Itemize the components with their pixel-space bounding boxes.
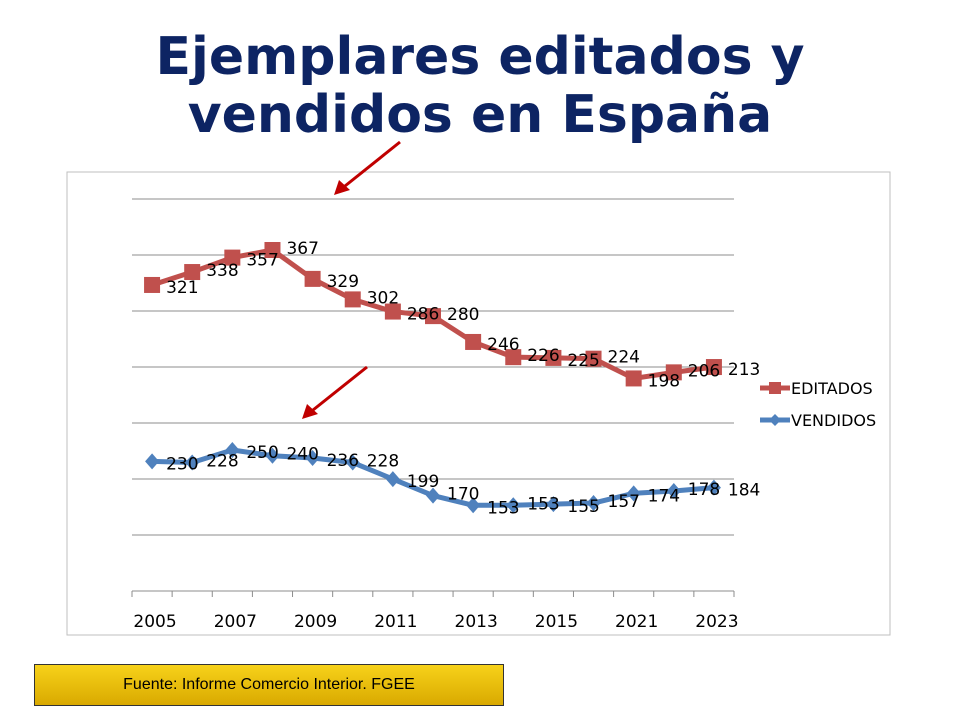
data-label: 184	[728, 481, 760, 501]
data-label: 321	[166, 278, 198, 298]
x-tick-label: 2013	[455, 612, 498, 632]
data-point	[586, 495, 601, 512]
data-point	[305, 449, 320, 466]
data-label: 246	[487, 335, 519, 355]
data-point	[426, 487, 440, 504]
data-point	[626, 485, 641, 502]
data-label: 230	[166, 454, 198, 474]
data-label: 302	[367, 288, 399, 308]
data-point	[665, 364, 682, 381]
page-title: Ejemplares editados y vendidos en España	[0, 28, 960, 144]
data-point	[145, 453, 160, 470]
data-label: 178	[688, 480, 720, 500]
data-label: 206	[688, 361, 720, 381]
data-label: 236	[327, 451, 359, 471]
data-point	[425, 308, 441, 325]
data-label: 228	[206, 452, 238, 472]
data-label: 357	[246, 251, 278, 271]
data-point	[506, 497, 521, 514]
data-point	[344, 291, 361, 308]
data-label: 226	[527, 346, 559, 366]
data-label: 280	[447, 305, 479, 325]
title-line-2: vendidos en España	[187, 85, 773, 145]
x-tick-label: 2023	[695, 612, 738, 632]
data-label: 170	[447, 485, 479, 505]
data-label: 338	[206, 261, 238, 281]
data-point	[625, 370, 642, 387]
data-label: 225	[567, 351, 599, 371]
data-point	[384, 303, 401, 320]
data-point	[466, 497, 481, 514]
arrow-annotation-bottom	[302, 365, 368, 419]
data-point	[184, 264, 201, 281]
data-point	[546, 496, 561, 513]
data-point	[666, 483, 681, 500]
data-point	[304, 270, 321, 287]
data-point	[505, 349, 522, 366]
data-point	[545, 349, 562, 366]
data-label: 224	[608, 348, 640, 368]
data-label: 367	[286, 239, 318, 259]
data-label: 153	[487, 498, 519, 518]
data-label: 174	[648, 486, 680, 506]
data-label: 155	[567, 497, 599, 517]
data-label: 240	[286, 445, 318, 465]
source-box: Fuente: Informe Comercio Interior. FGEE	[34, 664, 504, 706]
x-tick-label: 2021	[615, 612, 658, 632]
data-point	[706, 479, 721, 496]
arrow-annotation-top	[334, 140, 401, 195]
data-label: 250	[246, 443, 278, 463]
title-line-1: Ejemplares editados y	[155, 27, 805, 87]
data-point	[385, 471, 400, 488]
data-point	[264, 242, 281, 258]
data-point	[465, 333, 482, 350]
x-tick-label: 2011	[374, 612, 417, 632]
x-tick-label: 2009	[294, 612, 337, 632]
data-point	[705, 359, 722, 376]
data-label: 228	[367, 452, 399, 472]
legend-marker	[769, 414, 781, 426]
data-label: 329	[327, 272, 359, 292]
data-point	[585, 350, 602, 367]
data-label: 198	[648, 371, 680, 391]
source-text: Fuente: Informe Comercio Interior. FGEE	[123, 676, 415, 693]
data-label: 199	[407, 472, 439, 492]
chart-frame	[66, 171, 891, 636]
data-point	[224, 249, 241, 266]
data-point	[265, 447, 280, 464]
data-label: 286	[407, 305, 439, 325]
data-point	[345, 454, 360, 471]
data-point	[185, 454, 200, 471]
x-tick-label: 2005	[133, 612, 176, 632]
data-point	[225, 442, 240, 458]
x-tick-label: 2015	[535, 612, 578, 632]
legend-label: EDITADOS	[791, 379, 873, 398]
legend-marker	[769, 382, 781, 394]
data-point	[144, 276, 161, 293]
data-label: 153	[527, 494, 559, 514]
x-tick-label: 2007	[214, 612, 257, 632]
data-label: 157	[608, 492, 640, 512]
legend-label: VENDIDOS	[791, 411, 876, 430]
data-label: 213	[728, 360, 760, 380]
